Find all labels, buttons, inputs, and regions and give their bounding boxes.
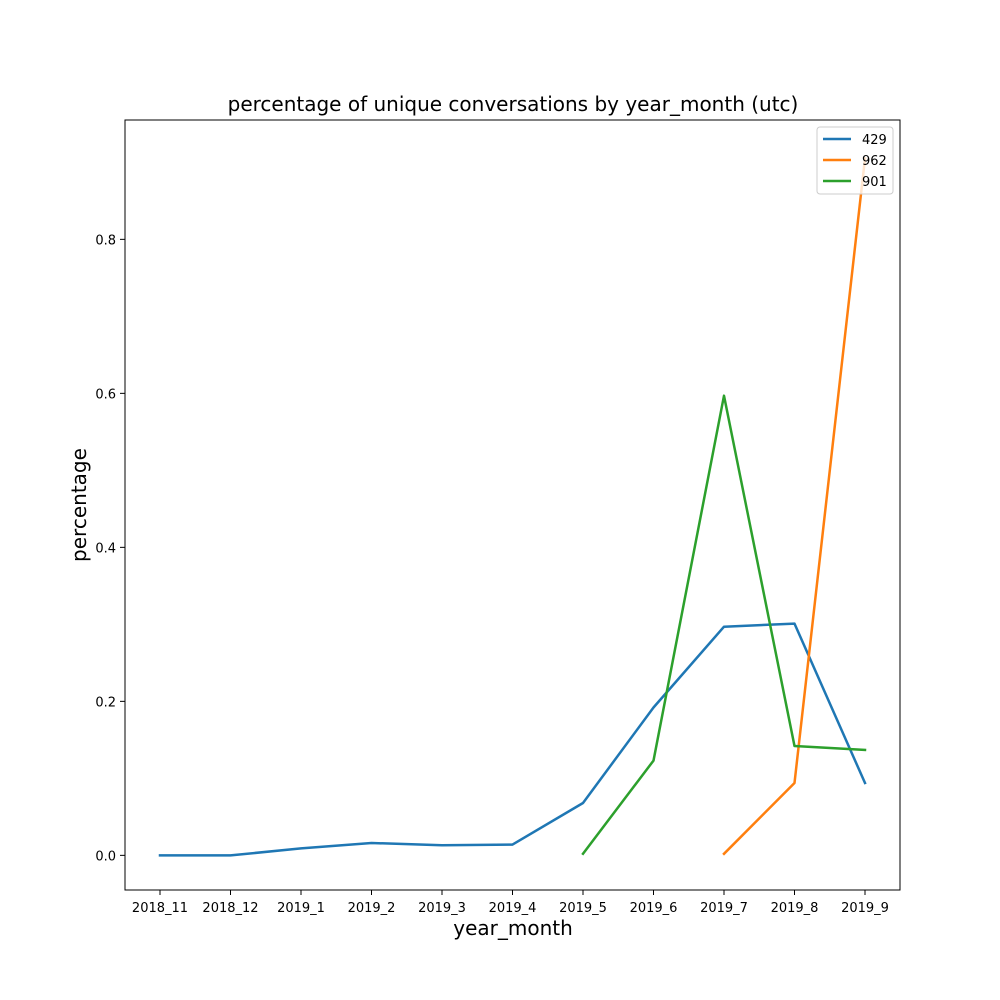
y-tick-label: 0.8 <box>95 233 116 248</box>
series-layer <box>158 157 867 857</box>
chart-title: percentage of unique conversations by ye… <box>228 92 799 116</box>
x-axis-ticks: 2018_11 2018_12 2019_1 2019_2 2019_3 2019_4 20… <box>132 890 889 916</box>
x-tick-label: 2018_11 <box>132 901 188 916</box>
legend: 429 962 901 <box>816 126 894 195</box>
y-tick-label: 0.6 <box>95 387 116 402</box>
legend-label-429: 429 <box>862 133 887 148</box>
y-tick-label: 0.2 <box>95 695 116 710</box>
y-axis-ticks: 0.0 0.2 0.4 0.6 0.8 <box>95 233 125 864</box>
x-tick-label: 2019_4 <box>489 901 537 916</box>
x-tick-label: 2019_1 <box>277 901 325 916</box>
plot-frame <box>124 119 901 891</box>
x-tick-label: 2019_2 <box>348 901 396 916</box>
x-tick-label: 2019_7 <box>700 901 748 916</box>
series-line-901 <box>581 394 867 856</box>
x-tick-label: 2019_9 <box>841 901 889 916</box>
legend-label-962: 962 <box>862 154 887 169</box>
series-line-962 <box>722 157 867 856</box>
legend-label-901: 901 <box>862 175 887 190</box>
x-tick-label: 2019_8 <box>771 901 819 916</box>
x-tick-label: 2018_12 <box>202 901 258 916</box>
y-tick-label: 0.4 <box>95 541 116 556</box>
series-line-429 <box>158 622 867 857</box>
y-axis-label: percentage <box>67 448 91 562</box>
legend-frame <box>816 126 894 195</box>
x-tick-label: 2019_5 <box>559 901 607 916</box>
x-tick-label: 2019_3 <box>418 901 466 916</box>
x-axis-label: year_month <box>453 916 573 940</box>
x-tick-label: 2019_6 <box>630 901 678 916</box>
y-tick-label: 0.0 <box>95 849 116 864</box>
